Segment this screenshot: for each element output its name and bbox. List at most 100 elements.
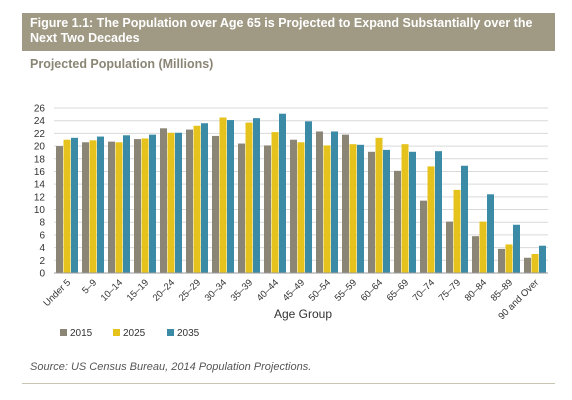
bar-2015: [134, 139, 141, 273]
figure-title: Figure 1.1: The Population over Age 65 i…: [22, 13, 555, 51]
y-tick-label: 0: [39, 269, 45, 280]
bar-2035: [123, 135, 130, 273]
bar-2015: [212, 135, 219, 273]
bar-2015: [498, 248, 505, 273]
x-tick-label: 35–39: [229, 277, 255, 303]
x-tick-label: 15–19: [125, 277, 151, 303]
x-tick-label: 70–74: [411, 277, 437, 303]
y-tick-label: 22: [34, 129, 46, 140]
x-tick-label: 75–79: [437, 277, 463, 303]
source-note: Source: US Census Bureau, 2014 Populatio…: [30, 361, 312, 373]
bar-2025: [531, 253, 539, 273]
bar-2035: [331, 131, 338, 273]
x-tick-label: 45–49: [281, 277, 307, 303]
bar-2025: [141, 138, 149, 273]
y-tick-label: 24: [34, 116, 46, 127]
bar-2035: [539, 245, 546, 273]
bar-2015: [342, 134, 349, 273]
legend-label-2035: 2035: [177, 328, 200, 339]
bar-2015: [108, 141, 115, 273]
bar-2035: [409, 151, 416, 273]
legend-swatch-2025: [113, 329, 120, 336]
x-tick-label: 80–84: [463, 277, 489, 303]
bar-2015: [186, 129, 193, 273]
bar-2035: [435, 151, 442, 273]
y-tick-label: 6: [39, 230, 45, 241]
x-tick-label: 55–59: [333, 277, 359, 303]
bar-2035: [461, 165, 468, 273]
legend-swatch-2035: [167, 329, 174, 336]
bar-2015: [160, 128, 167, 273]
y-tick-label: 18: [34, 154, 46, 165]
y-tick-label: 12: [34, 192, 46, 203]
bar-2025: [323, 145, 331, 273]
bar-2025: [193, 125, 201, 274]
chart-subtitle: Projected Population (Millions): [30, 57, 214, 71]
y-tick-label: 26: [34, 104, 46, 115]
bar-2025: [479, 221, 487, 273]
bar-2015: [238, 143, 245, 273]
legend-label-2025: 2025: [123, 328, 146, 339]
x-tick-label: Under 5: [41, 277, 73, 309]
bar-2035: [227, 120, 234, 273]
legend-label-2015: 2015: [70, 328, 93, 339]
bar-2015: [56, 146, 63, 273]
bottom-divider: [22, 383, 555, 384]
bar-2035: [383, 149, 390, 273]
bar-2025: [453, 189, 461, 273]
x-tick-label: 65–69: [385, 277, 411, 303]
bar-2025: [505, 244, 513, 273]
y-tick-label: 20: [34, 142, 46, 153]
x-tick-label: 50–54: [307, 277, 333, 303]
bars: [56, 113, 546, 274]
bar-2015: [368, 151, 375, 273]
bar-2025: [427, 166, 435, 273]
bar-2015: [524, 257, 531, 273]
bar-2035: [305, 121, 312, 273]
y-tick-label: 2: [39, 256, 45, 267]
bar-2015: [82, 142, 89, 273]
x-tick-label: 30–34: [203, 277, 229, 303]
bar-2015: [446, 221, 453, 273]
bar-2015: [420, 200, 427, 273]
bar-2025: [297, 142, 305, 273]
bar-2025: [271, 132, 279, 273]
bar-2035: [279, 113, 286, 273]
legend: 2015 2025 2035: [60, 328, 200, 339]
y-tick-label: 8: [39, 218, 45, 229]
bar-2015: [316, 131, 323, 273]
bar-2035: [201, 123, 208, 273]
bar-2025: [245, 122, 253, 273]
x-axis-label: Age Group: [274, 307, 332, 321]
bar-2035: [97, 136, 104, 273]
bar-2025: [115, 142, 123, 273]
bar-2015: [394, 170, 401, 273]
bar-2025: [89, 140, 97, 273]
bar-2015: [264, 145, 271, 273]
bar-2025: [63, 139, 71, 273]
bar-2025: [401, 144, 409, 273]
x-tick-label: 5–9: [80, 277, 99, 296]
bar-2035: [175, 132, 182, 273]
x-tick-label: 60–64: [359, 277, 385, 303]
x-tick-label: 25–29: [177, 277, 203, 303]
y-tick-label: 14: [34, 180, 46, 191]
bar-2035: [513, 224, 520, 273]
y-tick-label: 16: [34, 167, 46, 178]
bar-2015: [290, 139, 297, 273]
x-tick-label: 20–24: [151, 277, 177, 303]
bar-2025: [375, 137, 383, 273]
bar-2025: [349, 144, 357, 273]
y-tick-label: 10: [34, 205, 46, 216]
x-tick-label: 40–44: [255, 277, 281, 303]
bar-2025: [167, 132, 175, 273]
bar-2035: [71, 137, 78, 273]
bar-2035: [253, 118, 260, 274]
bar-2035: [487, 194, 494, 273]
bar-2025: [219, 117, 227, 274]
bar-2015: [472, 236, 479, 273]
x-tick-label: 10–14: [99, 277, 125, 303]
bar-2035: [357, 144, 364, 273]
